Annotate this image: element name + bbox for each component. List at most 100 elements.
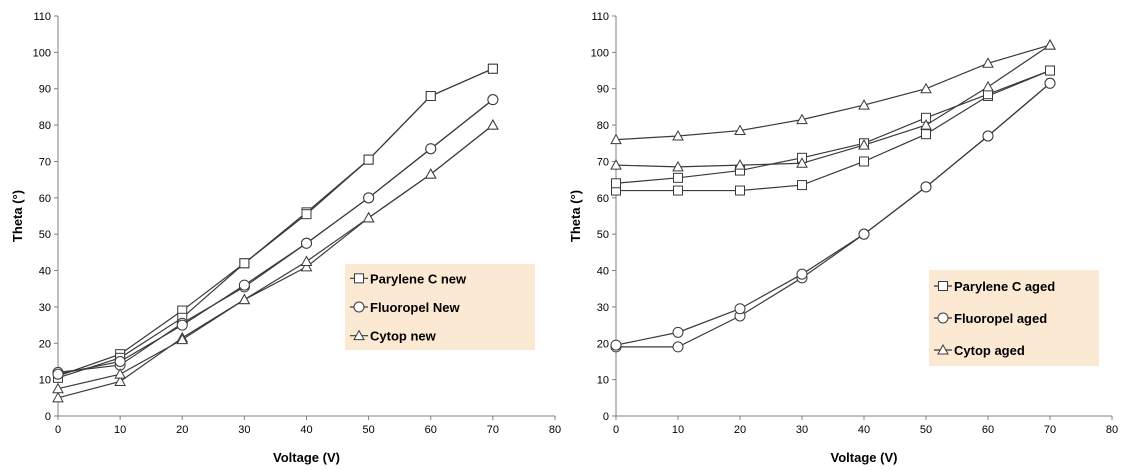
y-tick-label: 50 xyxy=(39,229,51,241)
legend-marker-triangle xyxy=(353,329,365,341)
data-point-circle xyxy=(52,368,64,380)
y-tick-label: 110 xyxy=(33,11,51,23)
data-point-circle xyxy=(920,181,932,193)
x-axis-label: Voltage (V) xyxy=(273,450,340,465)
data-point-triangle xyxy=(672,129,684,141)
series-line-square xyxy=(57,68,494,379)
y-tick-label: 10 xyxy=(597,375,609,387)
data-point-triangle xyxy=(362,211,375,223)
y-tick-label: 80 xyxy=(39,120,51,132)
x-tick-label: 50 xyxy=(363,424,375,436)
data-point-square xyxy=(797,180,807,191)
x-tick-label: 20 xyxy=(176,424,188,436)
series-line-square xyxy=(615,69,1051,184)
data-point-triangle xyxy=(52,382,64,394)
data-point-circle xyxy=(238,279,250,291)
legend-label: Fluoropel New xyxy=(370,300,460,315)
data-point-circle xyxy=(672,341,684,353)
data-point-triangle xyxy=(610,159,622,170)
data-point-triangle xyxy=(920,119,932,130)
data-point-triangle xyxy=(114,368,126,379)
y-tick-label: 40 xyxy=(597,266,609,278)
y-tick-label: 110 xyxy=(591,11,609,23)
x-tick-label: 70 xyxy=(487,424,499,436)
legend-marker-square xyxy=(938,281,948,291)
data-point-triangle xyxy=(487,119,499,130)
legend-label: Cytop aged xyxy=(954,343,1025,358)
x-axis-label: Voltage (V) xyxy=(831,450,898,465)
x-tick-label: 10 xyxy=(672,424,684,436)
y-tick-label: 40 xyxy=(39,266,51,278)
x-tick-label: 60 xyxy=(425,424,437,436)
y-tick-label: 100 xyxy=(33,47,51,59)
chart-aged-coatings: 0 10 20 30 40 50 60 70 80 90 100 110 0 10 20 30 40 50 60 70… xyxy=(568,11,1118,465)
data-point-circle xyxy=(176,319,188,331)
y-tick-label: 50 xyxy=(597,229,609,241)
data-point-triangle xyxy=(610,133,622,145)
data-point-triangle xyxy=(300,260,313,272)
data-point-square xyxy=(1045,65,1055,76)
legend-box xyxy=(345,264,535,350)
data-point-circle xyxy=(734,303,746,315)
legend-label: Fluoropel aged xyxy=(954,311,1047,326)
y-tick-label: 60 xyxy=(39,193,51,205)
data-point-circle xyxy=(425,143,437,155)
series-line-circle xyxy=(57,99,494,375)
data-point-triangle xyxy=(300,255,313,266)
data-point-triangle xyxy=(52,391,64,403)
series-line-triangle xyxy=(615,44,1051,141)
legend-marker-circle xyxy=(353,301,365,313)
data-point-circle xyxy=(796,268,808,280)
y-axis-label: Theta (°) xyxy=(568,190,583,242)
data-point-square xyxy=(301,209,312,220)
x-tick-label: 30 xyxy=(238,424,250,436)
data-point-triangle xyxy=(858,99,870,110)
legend-label: Parylene C aged xyxy=(954,279,1055,294)
data-point-square xyxy=(859,156,869,167)
legend-marker-triangle xyxy=(937,343,949,355)
x-tick-label: 10 xyxy=(114,424,126,436)
y-tick-label: 100 xyxy=(591,47,609,59)
y-tick-label: 0 xyxy=(45,411,51,423)
y-tick-label: 30 xyxy=(597,302,609,314)
y-tick-label: 20 xyxy=(597,338,609,350)
data-point-triangle xyxy=(734,124,746,136)
legend-marker-square xyxy=(354,273,364,284)
x-tick-label: 80 xyxy=(1106,424,1118,436)
x-tick-label: 50 xyxy=(920,424,932,436)
data-point-triangle xyxy=(1044,39,1056,50)
y-tick-label: 70 xyxy=(39,156,51,168)
series-line-square xyxy=(616,69,1051,192)
legend-marker-circle xyxy=(937,312,949,324)
data-point-triangle xyxy=(982,80,994,92)
y-tick-label: 60 xyxy=(597,193,609,205)
data-point-circle xyxy=(672,326,684,338)
data-point-circle xyxy=(114,355,126,367)
y-tick-label: 70 xyxy=(597,156,609,168)
data-point-square xyxy=(487,63,498,74)
y-axis-label: Theta (°) xyxy=(10,190,25,242)
legend-box xyxy=(929,270,1099,366)
y-tick-label: 90 xyxy=(597,84,609,96)
data-point-circle xyxy=(487,94,499,106)
y-tick-label: 90 xyxy=(39,84,51,96)
x-tick-label: 30 xyxy=(796,424,808,436)
x-tick-label: 60 xyxy=(982,424,994,436)
data-point-circle xyxy=(1044,77,1056,89)
legend-label: Cytop new xyxy=(370,329,437,344)
data-point-triangle xyxy=(672,160,684,172)
data-point-triangle xyxy=(796,157,808,168)
y-tick-label: 30 xyxy=(39,302,51,314)
y-tick-label: 80 xyxy=(597,120,609,132)
y-tick-label: 20 xyxy=(39,338,51,350)
data-point-triangle xyxy=(858,139,870,150)
x-tick-label: 70 xyxy=(1044,424,1056,436)
x-tick-label: 0 xyxy=(55,424,61,436)
x-tick-label: 80 xyxy=(549,424,561,436)
data-point-triangle xyxy=(424,168,437,179)
data-point-square xyxy=(611,178,621,189)
data-point-square xyxy=(363,154,374,165)
y-tick-label: 0 xyxy=(603,411,609,423)
data-point-square xyxy=(673,172,683,183)
